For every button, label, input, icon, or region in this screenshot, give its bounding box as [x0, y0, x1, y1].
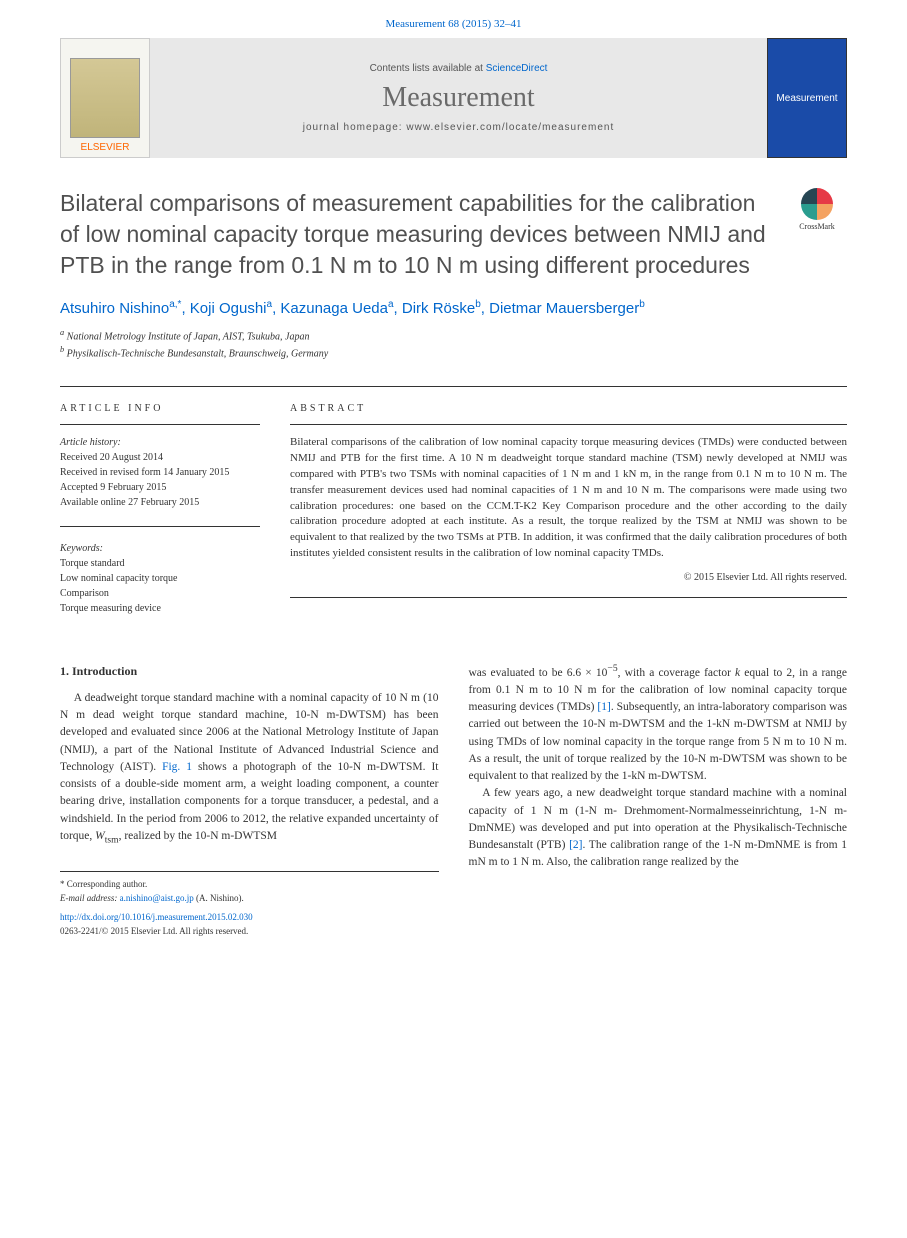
homepage-url[interactable]: www.elsevier.com/locate/measurement — [406, 122, 614, 133]
section-1-heading: 1. Introduction — [60, 662, 439, 680]
keyword-item: Low nominal capacity torque — [60, 571, 260, 586]
history-label: Article history: — [60, 435, 260, 450]
article-title: Bilateral comparisons of measurement cap… — [60, 188, 767, 281]
article-info-column: ARTICLE INFO Article history: Received 2… — [60, 403, 260, 632]
cover-label: Measurement — [776, 93, 837, 104]
body-columns: 1. Introduction A deadweight torque stan… — [60, 662, 847, 939]
crossmark-label: CrossMark — [799, 222, 835, 231]
crossmark-icon — [801, 188, 833, 220]
email-suffix: (A. Nishino). — [194, 893, 244, 903]
affiliation-a: a National Metrology Institute of Japan,… — [60, 327, 847, 344]
authors-line: Atsuhiro Nishinoa,*, Koji Ogushia, Kazun… — [60, 299, 847, 317]
abstract-copyright: © 2015 Elsevier Ltd. All rights reserved… — [290, 572, 847, 583]
homepage-prefix: journal homepage: — [303, 122, 407, 133]
keyword-item: Torque standard — [60, 556, 260, 571]
keyword-item: Comparison — [60, 586, 260, 601]
email-label: E-mail address: — [60, 893, 120, 903]
affiliations: a National Metrology Institute of Japan,… — [60, 327, 847, 362]
banner-center: Contents lists available at ScienceDirec… — [150, 38, 767, 158]
history-item: Accepted 9 February 2015 — [60, 480, 260, 495]
footer-block: * Corresponding author. E-mail address: … — [60, 871, 439, 938]
body-column-left: 1. Introduction A deadweight torque stan… — [60, 662, 439, 939]
author-email-link[interactable]: a.nishino@aist.go.jp — [120, 893, 194, 903]
page-citation: Measurement 68 (2015) 32–41 — [0, 0, 907, 38]
issn-line: 0263-2241/© 2015 Elsevier Ltd. All right… — [60, 925, 439, 939]
affiliation-b: b Physikalisch-Technische Bundesanstalt,… — [60, 344, 847, 361]
email-line: E-mail address: a.nishino@aist.go.jp (A.… — [60, 892, 439, 906]
crossmark-badge[interactable]: CrossMark — [787, 188, 847, 231]
sciencedirect-link[interactable]: ScienceDirect — [486, 63, 548, 74]
abstract-column: ABSTRACT Bilateral comparisons of the ca… — [290, 403, 847, 632]
intro-paragraph-2: A few years ago, a new deadweight torque… — [469, 785, 848, 871]
history-item: Available online 27 February 2015 — [60, 495, 260, 510]
journal-name: Measurement — [382, 82, 534, 114]
article-history: Article history: Received 20 August 2014… — [60, 435, 260, 510]
journal-cover: Measurement — [767, 38, 847, 158]
abstract-heading: ABSTRACT — [290, 403, 847, 425]
publisher-name: ELSEVIER — [81, 142, 130, 153]
body-column-right: was evaluated to be 6.6 × 10−5, with a c… — [469, 662, 848, 939]
contents-prefix: Contents lists available at — [370, 63, 486, 74]
publisher-logo-block: ELSEVIER — [60, 38, 150, 158]
corresponding-author: * Corresponding author. — [60, 878, 439, 892]
history-item: Received 20 August 2014 — [60, 450, 260, 465]
elsevier-tree-icon — [70, 58, 140, 138]
keyword-item: Torque measuring device — [60, 601, 260, 616]
contents-available: Contents lists available at ScienceDirec… — [370, 63, 548, 74]
intro-paragraph-1: A deadweight torque standard machine wit… — [60, 690, 439, 848]
keywords-label: Keywords: — [60, 541, 260, 556]
keywords-block: Keywords: Torque standardLow nominal cap… — [60, 541, 260, 616]
intro-paragraph-1-cont: was evaluated to be 6.6 × 10−5, with a c… — [469, 662, 848, 786]
doi-link[interactable]: http://dx.doi.org/10.1016/j.measurement.… — [60, 911, 439, 925]
abstract-text: Bilateral comparisons of the calibration… — [290, 435, 847, 563]
article-info-heading: ARTICLE INFO — [60, 403, 260, 425]
journal-banner: ELSEVIER Contents lists available at Sci… — [60, 38, 847, 158]
history-item: Received in revised form 14 January 2015 — [60, 465, 260, 480]
journal-homepage: journal homepage: www.elsevier.com/locat… — [303, 122, 614, 133]
